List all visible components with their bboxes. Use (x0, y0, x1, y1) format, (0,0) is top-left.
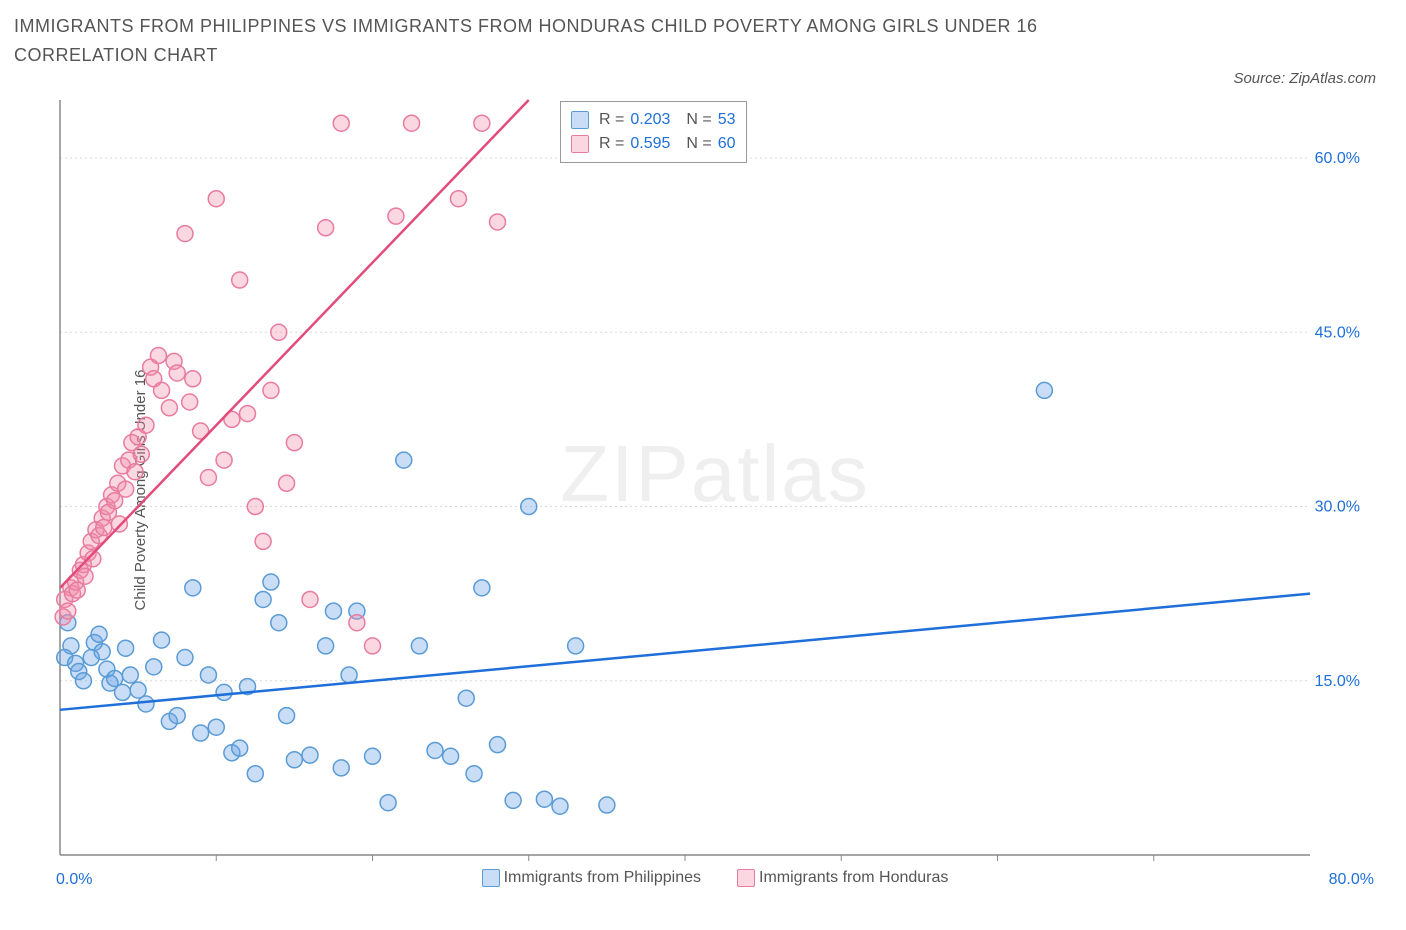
scatter-plot: 15.0% 30.0% 45.0% 60.0% (50, 95, 1380, 885)
legend-label: Immigrants from Philippines (504, 869, 701, 887)
legend-label: Immigrants from Honduras (759, 869, 948, 887)
n-label: N = (686, 132, 711, 156)
svg-text:45.0%: 45.0% (1315, 324, 1360, 341)
svg-text:60.0%: 60.0% (1315, 150, 1360, 167)
stats-legend-box: R = 0.203 N = 53 R = 0.595 N = 60 (560, 101, 747, 163)
source-label: Source: ZipAtlas.com (1233, 70, 1376, 87)
n-label: N = (686, 108, 711, 132)
series-swatch (737, 869, 755, 887)
n-value: 53 (718, 108, 736, 132)
n-value: 60 (718, 132, 736, 156)
series-swatch (571, 111, 589, 129)
r-value: 0.203 (630, 108, 670, 132)
series-swatch (571, 135, 589, 153)
r-label: R = (599, 108, 624, 132)
chart-area: Child Poverty Among Girls Under 16 15.0%… (50, 95, 1380, 885)
x-axis-legend: Immigrants from Philippines Immigrants f… (50, 869, 1380, 887)
series-swatch (482, 869, 500, 887)
legend-item: Immigrants from Honduras (737, 869, 948, 887)
page-title: IMMIGRANTS FROM PHILIPPINES VS IMMIGRANT… (14, 12, 1114, 70)
r-value: 0.595 (630, 132, 670, 156)
stats-row: R = 0.595 N = 60 (571, 132, 736, 156)
stats-row: R = 0.203 N = 53 (571, 108, 736, 132)
svg-text:15.0%: 15.0% (1315, 673, 1360, 690)
r-label: R = (599, 132, 624, 156)
legend-item: Immigrants from Philippines (482, 869, 701, 887)
svg-text:30.0%: 30.0% (1315, 499, 1360, 516)
